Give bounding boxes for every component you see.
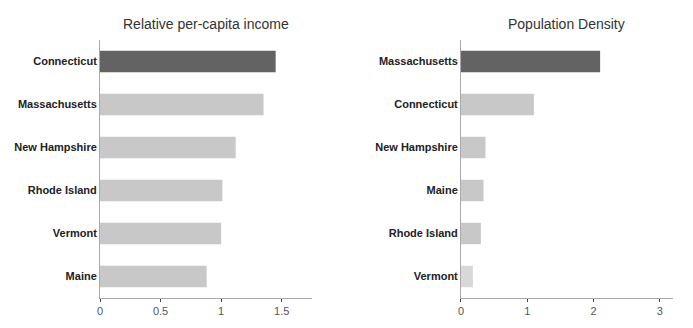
svg-text:0: 0	[97, 305, 103, 317]
svg-text:New Hampshire: New Hampshire	[375, 141, 458, 153]
svg-text:Vermont: Vermont	[53, 227, 97, 239]
svg-text:Relative per-capita income: Relative per-capita income	[123, 16, 289, 32]
svg-text:1.5: 1.5	[274, 305, 289, 317]
svg-text:Population Density: Population Density	[508, 16, 625, 32]
svg-text:Vermont: Vermont	[414, 270, 458, 282]
svg-text:0: 0	[458, 305, 464, 317]
svg-text:Connecticut: Connecticut	[33, 55, 97, 67]
svg-text:0.5: 0.5	[153, 305, 168, 317]
svg-text:Massachusetts: Massachusetts	[18, 98, 97, 110]
svg-text:Rhode Island: Rhode Island	[389, 227, 458, 239]
svg-text:3: 3	[657, 305, 663, 317]
svg-text:Maine: Maine	[66, 270, 97, 282]
svg-text:New Hampshire: New Hampshire	[14, 141, 97, 153]
svg-text:1: 1	[524, 305, 530, 317]
svg-text:1: 1	[218, 305, 224, 317]
svg-text:Maine: Maine	[427, 184, 458, 196]
svg-text:2: 2	[590, 305, 596, 317]
svg-text:Massachusetts: Massachusetts	[379, 55, 458, 67]
svg-text:Connecticut: Connecticut	[394, 98, 458, 110]
svg-text:Rhode Island: Rhode Island	[28, 184, 97, 196]
